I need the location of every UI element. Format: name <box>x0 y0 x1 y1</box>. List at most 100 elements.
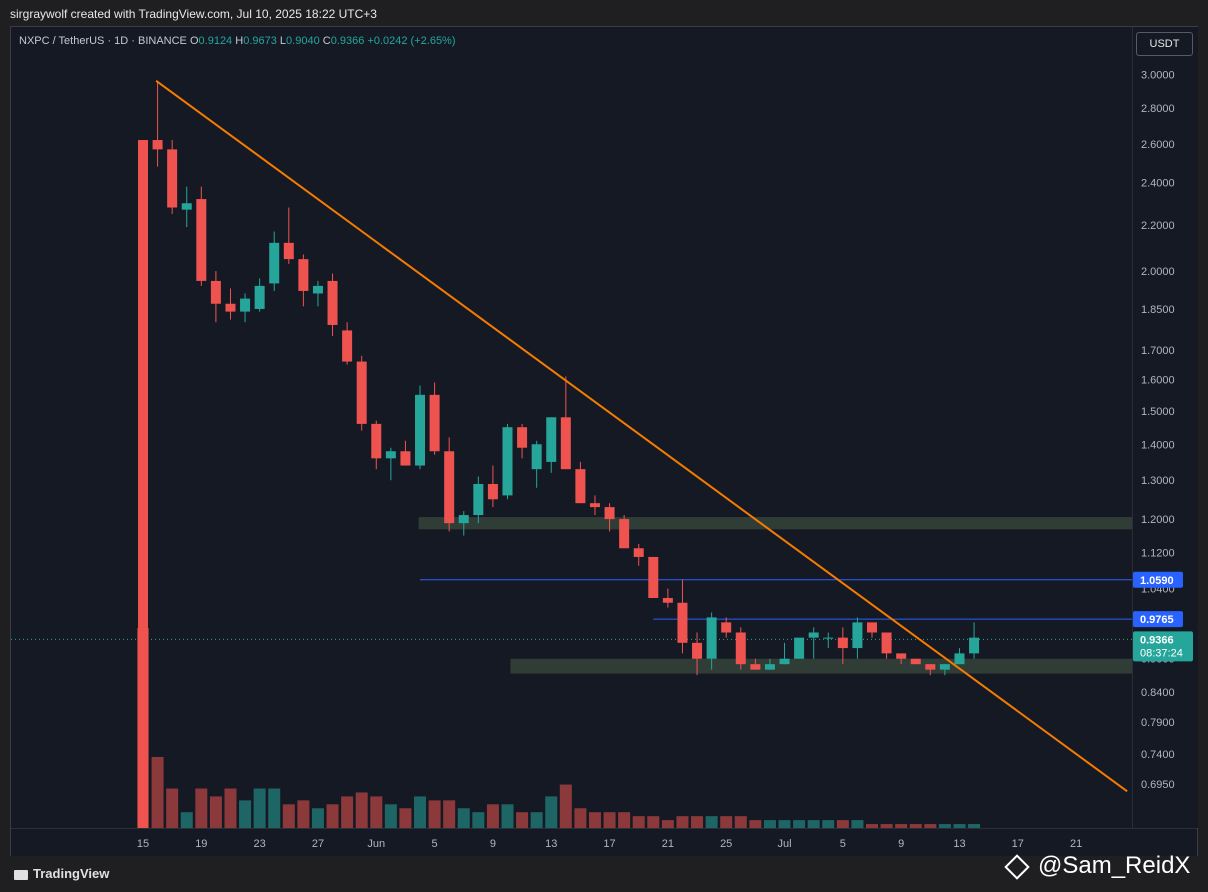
price-tag <box>1133 611 1183 628</box>
volume-bar <box>647 816 660 828</box>
candle-body <box>721 622 732 633</box>
close-value: 0.9366 <box>330 35 365 47</box>
time-axis[interactable] <box>11 828 1197 856</box>
candle-body <box>823 637 834 639</box>
candle-body <box>400 451 411 466</box>
volume-bar <box>414 796 427 828</box>
candle-body <box>415 394 426 466</box>
x-tick-label: Jul <box>777 838 791 850</box>
volume-bar <box>268 788 281 828</box>
x-tick-label: 15 <box>137 838 149 850</box>
high-label: H <box>235 35 244 47</box>
currency-button[interactable]: USDT <box>1136 32 1193 56</box>
candle-body <box>852 622 863 649</box>
candle-body <box>881 632 892 654</box>
volume-bar <box>895 824 908 828</box>
y-tick-label: 0.6950 <box>1141 779 1175 791</box>
y-tick-label: 1.2000 <box>1141 514 1175 526</box>
candle-body <box>371 423 382 459</box>
volume-bar <box>297 800 310 828</box>
candle-body <box>502 427 513 496</box>
x-tick-label: 9 <box>898 838 904 850</box>
volume-bar <box>384 804 397 828</box>
volume-bar <box>953 824 966 828</box>
x-tick-label: 23 <box>254 838 266 850</box>
candle-body <box>473 483 484 516</box>
candle-body <box>269 242 280 284</box>
candle-body <box>240 298 251 312</box>
candle-body <box>531 444 542 470</box>
price-tag-text: 0.9765 <box>1140 614 1174 626</box>
candle-body <box>327 280 338 325</box>
current-price-tag <box>1133 631 1193 662</box>
close-label: C <box>322 35 331 47</box>
y-tick-label: 1.3000 <box>1141 475 1175 487</box>
open-value: 0.9124 <box>198 35 233 47</box>
credit-text: sirgraywolf created with TradingView.com… <box>10 7 377 21</box>
x-tick-label: 5 <box>432 838 438 850</box>
current-price-text: 0.9366 <box>1140 634 1174 646</box>
x-tick-label: 19 <box>195 838 207 850</box>
candle-body <box>181 203 192 210</box>
candle-body <box>298 259 309 291</box>
volume-bar <box>705 816 718 828</box>
low-label: L <box>279 35 287 47</box>
volume-bar <box>836 820 849 828</box>
volume-bar <box>676 816 689 828</box>
y-tick-label: 1.7000 <box>1141 345 1175 357</box>
price-axis[interactable] <box>1132 27 1198 828</box>
tradingview-logo[interactable]: TradingView <box>14 866 109 881</box>
volume-bar <box>195 788 208 828</box>
candle-body <box>604 507 615 520</box>
volume-bar <box>851 820 864 828</box>
open-label: O <box>189 35 199 47</box>
volume-bar <box>734 816 747 828</box>
volume-bar <box>530 812 543 828</box>
low-value: 0.9040 <box>286 35 320 47</box>
volume-bar <box>559 784 572 828</box>
volume-bar <box>603 812 616 828</box>
volume-bar <box>618 812 631 828</box>
candle-body <box>633 548 644 557</box>
volume-bar <box>661 820 674 828</box>
watermark: @Sam_ReidX <box>1004 852 1190 880</box>
binance-icon <box>1004 853 1030 880</box>
volume-bar <box>691 816 704 828</box>
y-tick-label: 0.7900 <box>1141 717 1175 729</box>
candle-body <box>444 451 455 524</box>
high-value: 0.9673 <box>243 35 277 47</box>
candle-body <box>925 664 936 670</box>
volume-bar <box>924 824 937 828</box>
x-tick-label: 17 <box>1012 838 1024 850</box>
change-value: +0.0242 (+2.65%) <box>367 35 456 47</box>
x-tick-label: 27 <box>312 838 324 850</box>
volume-bar <box>807 820 820 828</box>
volume-bar <box>151 756 164 828</box>
volume-bar <box>968 824 981 828</box>
volume-bar <box>778 820 791 828</box>
volume-bar <box>880 824 893 828</box>
candle-body <box>867 622 877 633</box>
candle-body <box>312 285 323 294</box>
y-tick-label: 1.1200 <box>1141 548 1175 560</box>
bottom-bar <box>0 856 1208 892</box>
candle-body <box>896 653 907 659</box>
candle-body <box>385 451 396 459</box>
plot-area[interactable] <box>11 27 1132 828</box>
x-tick-label: 17 <box>603 838 615 850</box>
candle-body <box>648 556 659 598</box>
candle-body <box>662 597 673 603</box>
volume-bar <box>443 800 456 828</box>
candle-body <box>254 285 265 309</box>
y-tick-label: 2.0000 <box>1141 266 1175 278</box>
candle-body <box>283 242 294 260</box>
x-tick-label: 25 <box>720 838 732 850</box>
plot-layer <box>11 79 1132 828</box>
volume-bar <box>428 800 441 828</box>
volume-bar <box>516 812 529 828</box>
y-tick-label: 1.8500 <box>1141 304 1175 316</box>
volume-bar <box>472 812 485 828</box>
volume-bar <box>282 804 295 828</box>
candle-body <box>969 637 980 654</box>
candle-body <box>225 303 236 312</box>
